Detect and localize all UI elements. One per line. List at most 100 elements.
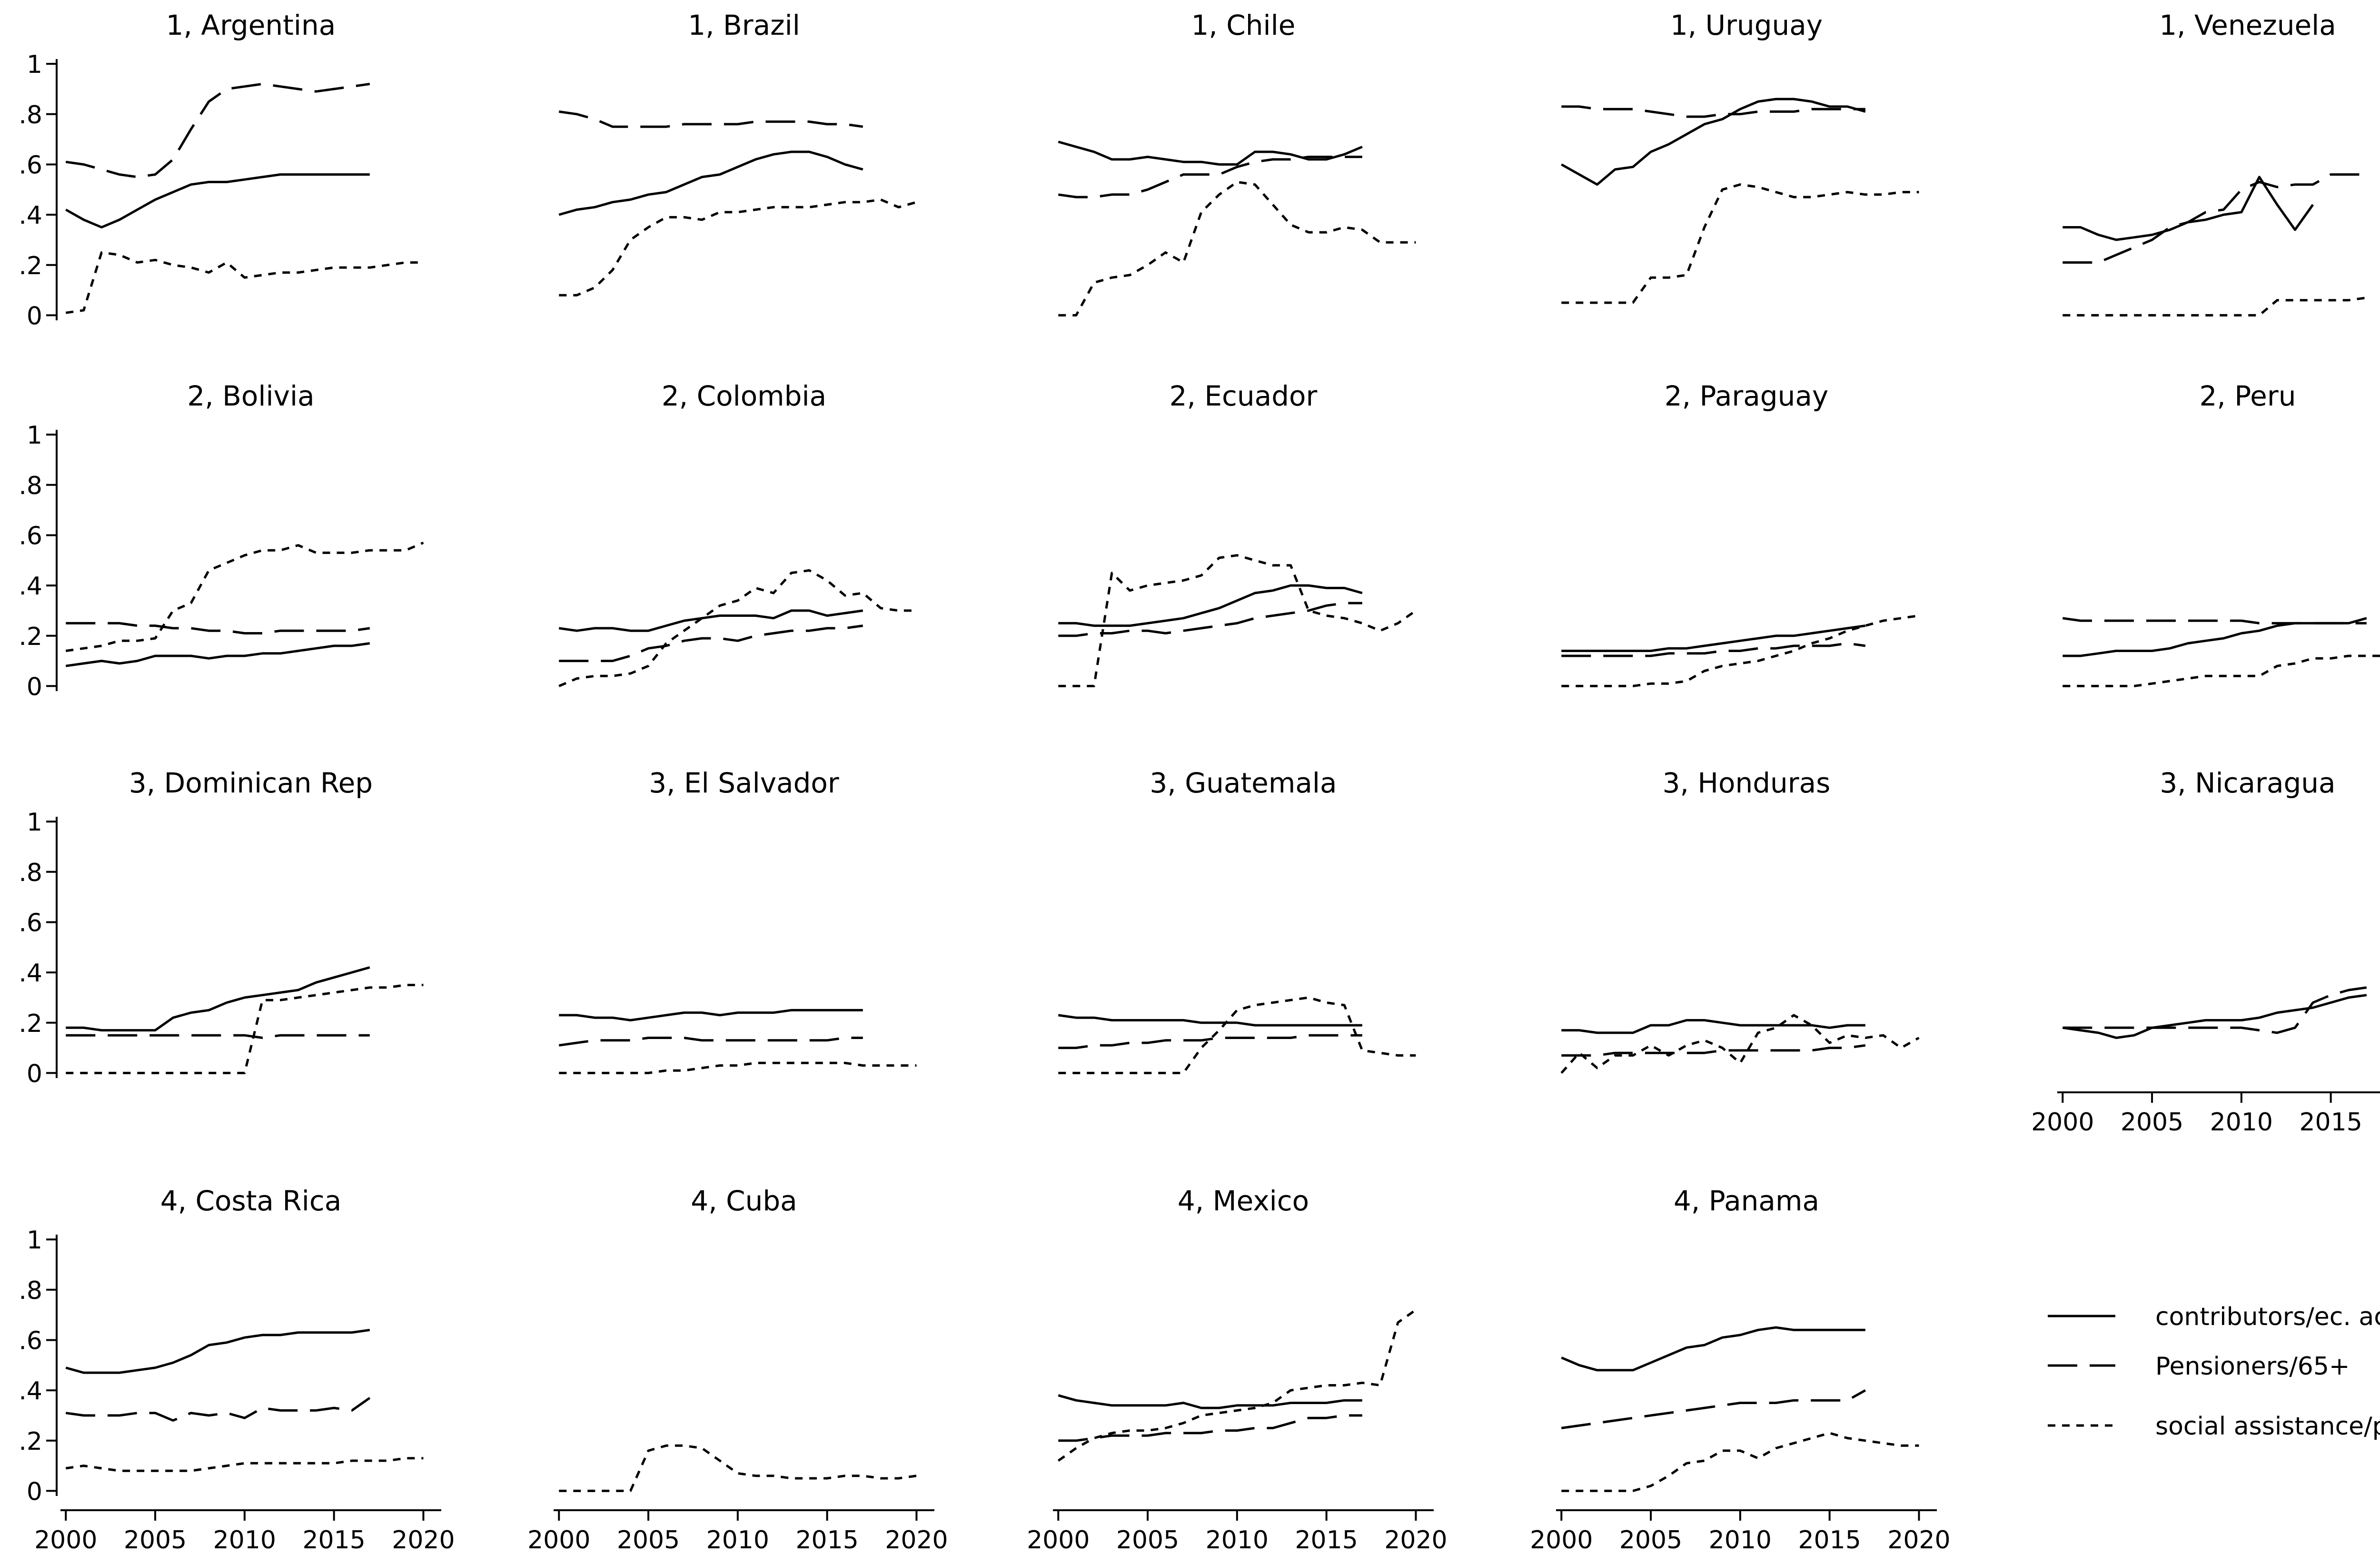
- x-tick-label: 2015: [1295, 1526, 1358, 1554]
- x-tick-label: 2000: [527, 1526, 590, 1554]
- y-tick-label: 0: [27, 1059, 42, 1088]
- series-line-shortdash: [558, 569, 917, 687]
- series-line-shortdash: [1058, 180, 1416, 317]
- panel-4-mexico: 4, Mexico 2000 2005 2010 2015 2020: [1027, 1185, 1448, 1554]
- series-line-shortdash: [1561, 1432, 1919, 1492]
- y-tick-label: .4: [19, 201, 42, 230]
- x-tick-label: 2005: [2121, 1108, 2183, 1137]
- series-line-solid: [1561, 1326, 1865, 1372]
- series-line-shortdash: [1058, 996, 1416, 1074]
- series-line-solid: [1058, 140, 1363, 166]
- x-tick-label: 2010: [706, 1526, 769, 1554]
- y-tick-label: 1: [27, 50, 42, 79]
- series-line-longdash: [558, 1037, 863, 1047]
- y-tick-label: .6: [19, 522, 42, 550]
- x-tick-label: 2000: [34, 1526, 97, 1554]
- x-tick-label: 2010: [1709, 1526, 1772, 1554]
- panel-title: 1, Venezuela: [2159, 9, 2336, 41]
- panel-3-guatemala: 3, Guatemala: [1058, 767, 1416, 1074]
- x-tick-label: 2000: [2031, 1108, 2094, 1137]
- y-tick-label: .6: [19, 151, 42, 179]
- y-tick-label: .8: [19, 472, 42, 500]
- series-line-solid: [1561, 624, 1866, 652]
- series-line-solid: [1561, 98, 1866, 186]
- series-line-solid: [2062, 994, 2367, 1039]
- panel-4-costa-rica: 4, Costa Rica 0 .2 .4 .6 .8 1 2000 2005 2010 2015 2…: [19, 1185, 455, 1554]
- series-line-shortdash: [2063, 297, 2367, 317]
- x-tick-label: 2005: [124, 1526, 187, 1554]
- series-line-longdash: [1561, 1044, 1866, 1057]
- panel-title: 3, El Salvador: [649, 767, 839, 799]
- x-tick-label: 2020: [1887, 1526, 1950, 1554]
- x-tick-label: 2005: [617, 1526, 680, 1554]
- y-tick-label: .6: [19, 909, 42, 937]
- panel-title: 2, Bolivia: [187, 380, 314, 412]
- panel-title: 1, Brazil: [688, 9, 800, 41]
- panel-title: 1, Chile: [1191, 9, 1296, 41]
- panel-title: 2, Colombia: [662, 380, 826, 412]
- panel-title: 2, Peru: [2200, 380, 2296, 412]
- x-tick-label: 2005: [1619, 1526, 1682, 1554]
- panel-title: 1, Argentina: [166, 9, 336, 41]
- panel-1-chile: 1, Chile: [1058, 9, 1416, 317]
- series-line-solid: [1058, 1014, 1362, 1027]
- y-tick-label: 1: [27, 1226, 42, 1255]
- panel-2-paraguay: 2, Paraguay: [1561, 380, 1919, 687]
- series-line-longdash: [1058, 602, 1362, 637]
- series-line-shortdash: [1560, 1014, 1920, 1074]
- panels: 1, Argentina 0 .2 .4 .6 .8 1 1, Brazil 1, Chile 1…: [19, 9, 2380, 1554]
- panel-3-honduras: 3, Honduras: [1560, 767, 1920, 1074]
- series-line-longdash: [65, 82, 370, 178]
- y-tick-label: .2: [19, 252, 42, 280]
- legend-item-contributors-ec-act-pop: contributors/ec. act. pop.: [2048, 1303, 2380, 1331]
- panel-3-nicaragua: 3, Nicaragua20002005201020152020: [2031, 767, 2380, 1137]
- panel-title: 4, Mexico: [1178, 1185, 1309, 1217]
- x-tick-label: 2015: [1798, 1526, 1861, 1554]
- x-tick-label: 2000: [1530, 1526, 1593, 1554]
- panel-title: 4, Panama: [1674, 1185, 1819, 1217]
- series-line-solid: [559, 1009, 863, 1021]
- y-tick-label: .8: [19, 101, 42, 129]
- panel-4-panama: 4, Panama 2000 2005 2010 2015 2020: [1530, 1185, 1951, 1554]
- series-line-solid: [1058, 1394, 1362, 1409]
- panel-1-venezuela: 1, Venezuela: [2063, 9, 2367, 317]
- y-tick-label: 1: [27, 421, 42, 450]
- series-line-shortdash: [65, 1457, 424, 1472]
- series-line-solid: [65, 1328, 370, 1374]
- panel-3-dominican-rep: 3, Dominican Rep 0 .2 .4 .6 .8 1: [19, 767, 424, 1088]
- x-tick-label: 2010: [213, 1526, 276, 1554]
- legend-label: social assistance/pop.: [2155, 1412, 2380, 1441]
- series-line-shortdash: [1057, 1309, 1417, 1462]
- legend: contributors/ec. act. pop. Pensioners/65+…: [2048, 1303, 2380, 1441]
- series-line-longdash: [65, 1396, 371, 1422]
- series-line-shortdash: [1561, 183, 1919, 304]
- x-tick-label: 2015: [2299, 1108, 2362, 1137]
- y-tick-label: 0: [27, 673, 42, 701]
- legend-item-pensioners-65: Pensioners/65+: [2048, 1352, 2350, 1381]
- panel-title: 3, Guatemala: [1150, 767, 1337, 799]
- panel-title: 1, Uruguay: [1670, 9, 1823, 41]
- series-line-solid: [1058, 584, 1363, 627]
- series-line-longdash: [2062, 617, 2367, 624]
- series-line-solid: [1561, 1019, 1865, 1034]
- panel-title: 4, Cuba: [691, 1185, 797, 1217]
- panel-title: 3, Nicaragua: [2160, 767, 2335, 799]
- series-line-longdash: [66, 622, 370, 634]
- series-line-longdash: [2063, 986, 2367, 1034]
- series-line-shortdash: [1561, 614, 1919, 687]
- x-tick-label: 2010: [1206, 1526, 1269, 1554]
- series-line-longdash: [2063, 173, 2367, 264]
- y-tick-label: .4: [19, 1377, 42, 1406]
- series-line-solid: [558, 609, 863, 632]
- series-line-longdash: [558, 110, 863, 128]
- panel-2-bolivia: 2, Bolivia 0 .2 .4 .6 .8 1: [19, 380, 424, 701]
- x-tick-label: 2015: [795, 1526, 858, 1554]
- x-tick-label: 2020: [392, 1526, 455, 1554]
- y-tick-label: .2: [19, 1010, 42, 1038]
- y-tick-label: .2: [19, 1427, 42, 1456]
- series-line-solid: [66, 966, 370, 1032]
- series-line-longdash: [1058, 1414, 1362, 1442]
- series-line-longdash: [66, 1034, 370, 1039]
- series-line-longdash: [1058, 156, 1362, 198]
